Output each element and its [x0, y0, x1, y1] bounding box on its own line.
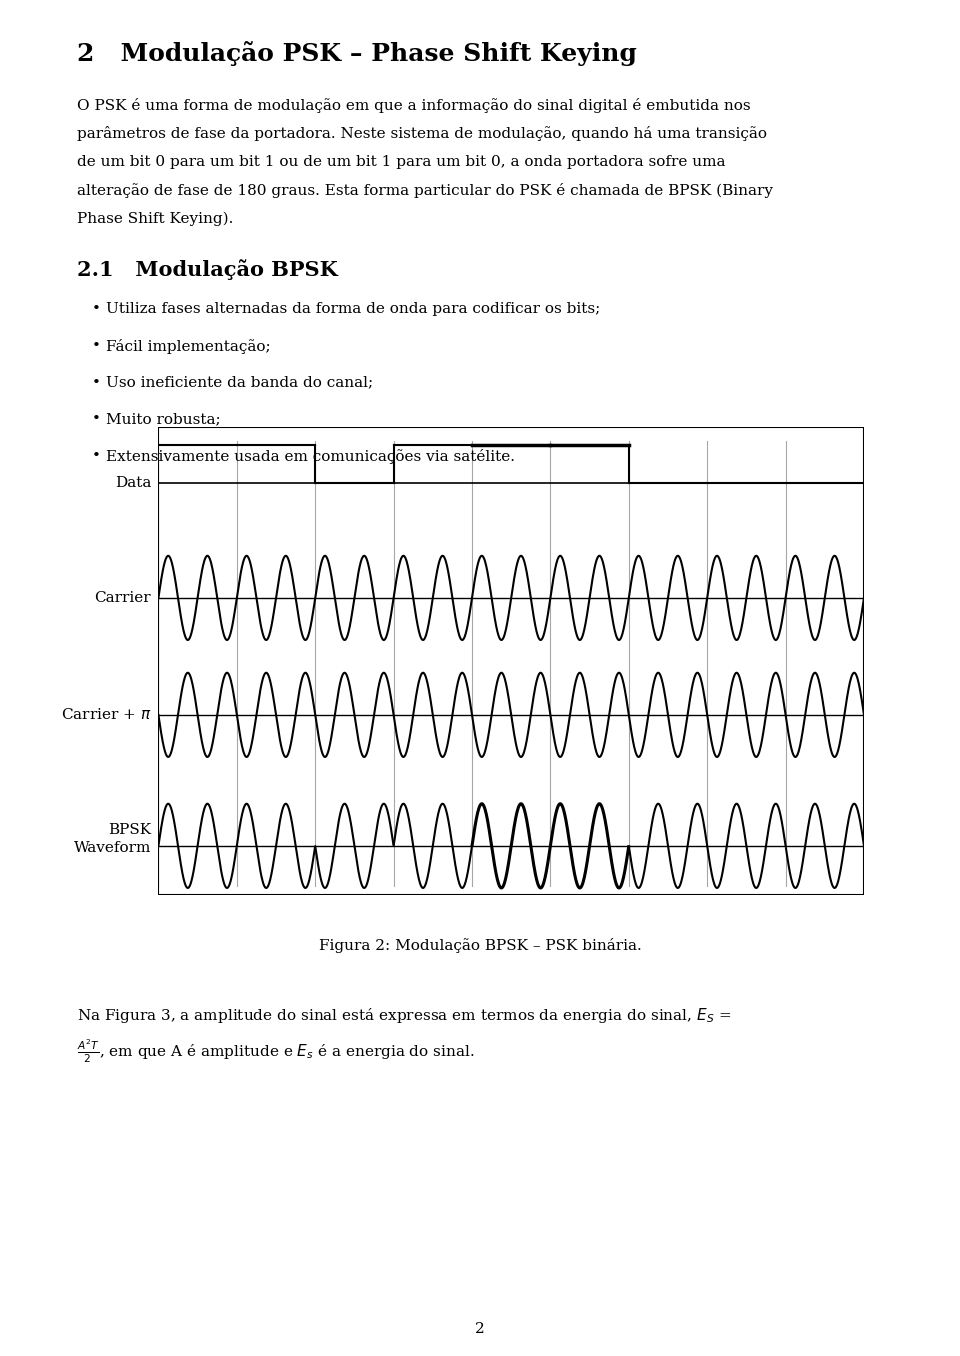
Text: •: •: [92, 412, 101, 426]
Text: •: •: [92, 302, 101, 316]
Text: Muito robusta;: Muito robusta;: [106, 412, 220, 426]
Text: Carrier + $\pi$: Carrier + $\pi$: [60, 708, 151, 723]
Text: Figura 2: Modulação BPSK – PSK binária.: Figura 2: Modulação BPSK – PSK binária.: [319, 938, 641, 953]
Text: •: •: [92, 449, 101, 462]
Text: Utiliza fases alternadas da forma de onda para codificar os bits;: Utiliza fases alternadas da forma de ond…: [106, 302, 600, 316]
Text: parâmetros de fase da portadora. Neste sistema de modulação, quando há uma trans: parâmetros de fase da portadora. Neste s…: [77, 126, 767, 141]
Text: BPSK
Waveform: BPSK Waveform: [74, 823, 151, 856]
Text: Data: Data: [115, 476, 151, 491]
Text: O PSK é uma forma de modulação em que a informação do sinal digital é embutida n: O PSK é uma forma de modulação em que a …: [77, 98, 751, 113]
Text: •: •: [92, 339, 101, 353]
Text: $\frac{A^2T}{2}$, em que A é amplitude e $E_s$ é a energia do sinal.: $\frac{A^2T}{2}$, em que A é amplitude e…: [77, 1037, 474, 1064]
Text: de um bit 0 para um bit 1 ou de um bit 1 para um bit 0, a onda portadora sofre u: de um bit 0 para um bit 1 ou de um bit 1…: [77, 155, 726, 168]
Text: Phase Shift Keying).: Phase Shift Keying).: [77, 212, 233, 226]
Text: 2   Modulação PSK – Phase Shift Keying: 2 Modulação PSK – Phase Shift Keying: [77, 41, 636, 65]
Text: 2.1   Modulação BPSK: 2.1 Modulação BPSK: [77, 259, 338, 279]
Text: Na Figura 3, a amplitude do sinal está expressa em termos da energia do sinal, $: Na Figura 3, a amplitude do sinal está e…: [77, 1006, 731, 1025]
Text: 2: 2: [475, 1322, 485, 1336]
Text: alteração de fase de 180 graus. Esta forma particular do PSK é chamada de BPSK (: alteração de fase de 180 graus. Esta for…: [77, 183, 773, 198]
Text: Fácil implementação;: Fácil implementação;: [106, 339, 270, 354]
Text: •: •: [92, 376, 101, 389]
Text: Extensivamente usada em comunicações via satélite.: Extensivamente usada em comunicações via…: [106, 449, 515, 464]
Bar: [158, 427, 864, 895]
Text: Uso ineficiente da banda do canal;: Uso ineficiente da banda do canal;: [106, 376, 372, 389]
Text: Carrier: Carrier: [94, 591, 151, 605]
